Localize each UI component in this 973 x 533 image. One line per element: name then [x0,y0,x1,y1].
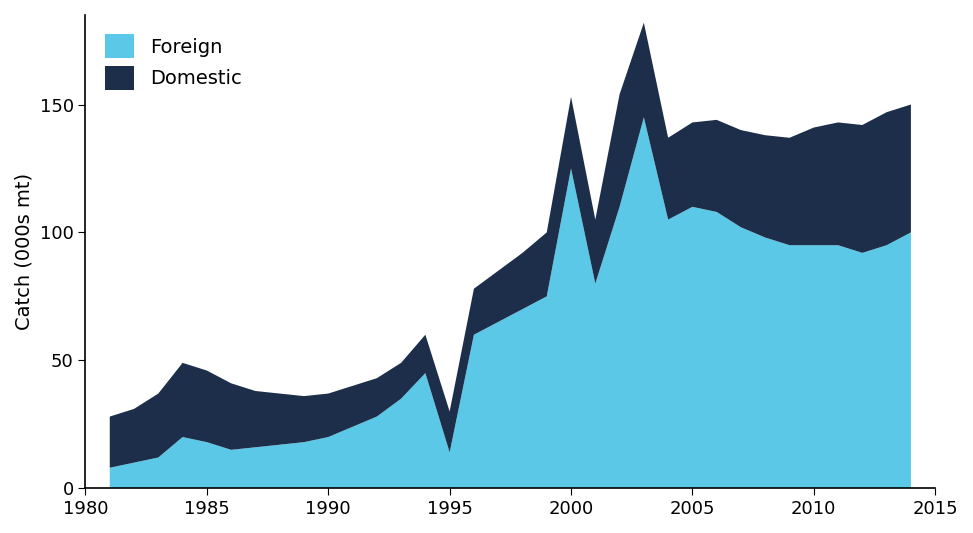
Y-axis label: Catch (000s mt): Catch (000s mt) [15,173,34,330]
Legend: Foreign, Domestic: Foreign, Domestic [95,25,251,99]
